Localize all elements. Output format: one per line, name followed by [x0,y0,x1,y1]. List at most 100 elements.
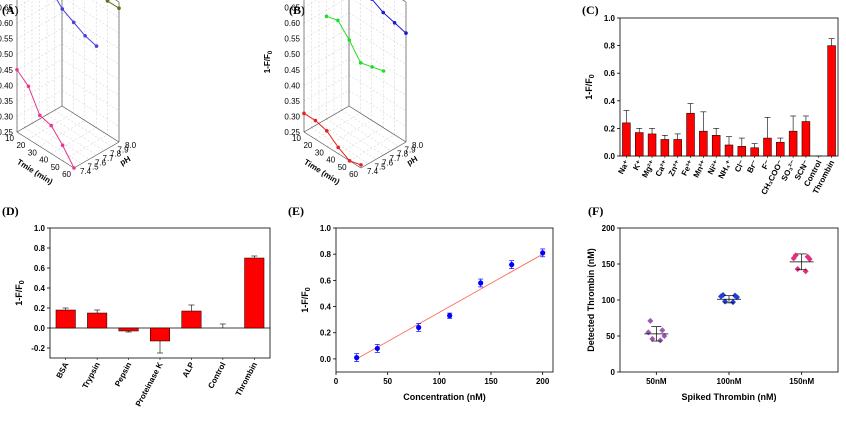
x-tick-label: 200 [536,377,550,386]
data-point [647,317,654,324]
z-tick-label: 0.55 [284,35,300,44]
data-point [540,250,546,256]
bar [827,45,836,157]
panel-label: (B) [289,3,305,17]
z-tick-label: 0.65 [0,4,14,13]
floor-gridline [24,127,82,164]
bar [244,257,265,329]
x-tick-label: 0 [334,377,339,386]
data-point [354,355,360,361]
data-point [794,266,801,273]
wall-gridline [16,105,120,143]
x-tick-label: 10 [292,134,301,143]
y-tick-label: 7.7 [390,154,402,163]
x-tick-label: Mg²⁺ [640,159,657,180]
panel-d: (D) -0.2 0.0 0.2 0.4 0.6 0.8 1.0 BSA Trypsin Pepsi… [2,204,271,408]
y-tick-label: 0.0 [604,152,616,161]
y-tick-label: 0.8 [604,42,616,51]
wall-gridline [303,74,407,112]
y-tick-label: 7.5 [375,163,387,172]
box-edge [115,0,120,3]
x-tick-label: 20 [16,141,25,150]
x-tick-label: 40 [326,156,335,165]
wall-gridline [16,0,120,34]
series-point [83,34,87,38]
x-tick-label: K⁺ [631,159,644,172]
y-tick-label: 1.0 [320,224,332,233]
panel-label: (C) [582,3,599,17]
x-tick-label: 100nM [717,377,742,386]
data-point [802,268,809,275]
data-point [661,333,668,339]
wall-gridline [303,90,407,127]
x-tick-label: Zn²⁺ [667,159,683,178]
series-point [49,123,53,128]
x-tick-label: BSA [55,361,71,380]
wall-gridline [16,59,120,96]
y-tick-label: 0.0 [34,324,46,333]
y-axis-label: Detected Thrombin (nM) [586,248,596,352]
wall-gridline [16,0,120,18]
x-tick-label: 40 [39,156,48,165]
wall-gridline [115,0,120,3]
series-point [38,113,42,118]
bar [724,144,734,157]
y-tick-label: 8.0 [125,141,137,150]
panel-e: (E) 0.0 0.2 0.4 0.6 0.8 1.0 0 50 100 150 200 Concent… [288,204,554,402]
bar [801,121,811,157]
floor-gridline [326,118,384,156]
z-axis-label: 1-F/F0 [263,50,274,73]
series-point [359,163,363,167]
x-tick-label: 30 [28,148,37,157]
y-tick-label: 150 [602,260,616,269]
x-axis-label: Time (min) [302,157,341,186]
data-point [649,335,656,342]
series-point [370,0,374,1]
data-point [645,329,652,336]
box-edge [16,131,75,169]
bar [776,141,785,157]
y-tick-label: 0.4 [604,97,616,106]
y-tick-label: 7.7 [103,154,115,163]
series-point [105,0,110,3]
y-tick-label: 0.6 [34,264,46,273]
bar [647,133,657,157]
series-point [336,18,340,23]
floor-gridline [333,114,392,151]
data-point [416,324,422,331]
panel-b: (B)0.250.300.350.400.450.500.550.600.650… [263,0,424,187]
series-point [72,166,76,170]
series-point [302,111,306,116]
bar [788,130,798,157]
series-point [358,61,363,65]
z-tick-label: 0.60 [284,19,300,28]
z-tick-label: 0.65 [284,4,300,13]
panel-a: (A)0.250.300.350.400.450.500.550.600.650… [0,0,137,187]
x-tick-label: 50nM [646,377,667,386]
y-tick-label: 7.9 [118,145,130,154]
x-tick-label: NH₄⁺ [717,159,734,181]
z-tick-label: 0.25 [284,128,300,137]
bar [660,139,670,157]
y-tick-label: -0.2 [31,344,45,353]
y-axis-label: 1-F/F0 [300,287,312,313]
series-point [381,10,386,15]
floor-gridline [341,110,399,147]
z-tick-label: 0.50 [0,50,14,59]
x-tick-label: Control [206,361,227,390]
box-edge [73,141,120,169]
x-tick-label: 60 [349,170,358,179]
series-point [94,44,99,48]
data-point [374,345,380,352]
y-tick-label: 100 [602,296,616,305]
x-axis-label: Tmie (min) [15,157,54,186]
x-tick-label: Trypsin [81,361,102,390]
wall-gridline [303,43,407,80]
x-tick-label: Pepsin [113,361,133,388]
wall-gridline [16,74,120,112]
x-tick-label: 50 [338,163,347,172]
data-point [718,293,724,300]
x-tick-label: 150 [484,377,498,386]
series-point [117,6,121,11]
